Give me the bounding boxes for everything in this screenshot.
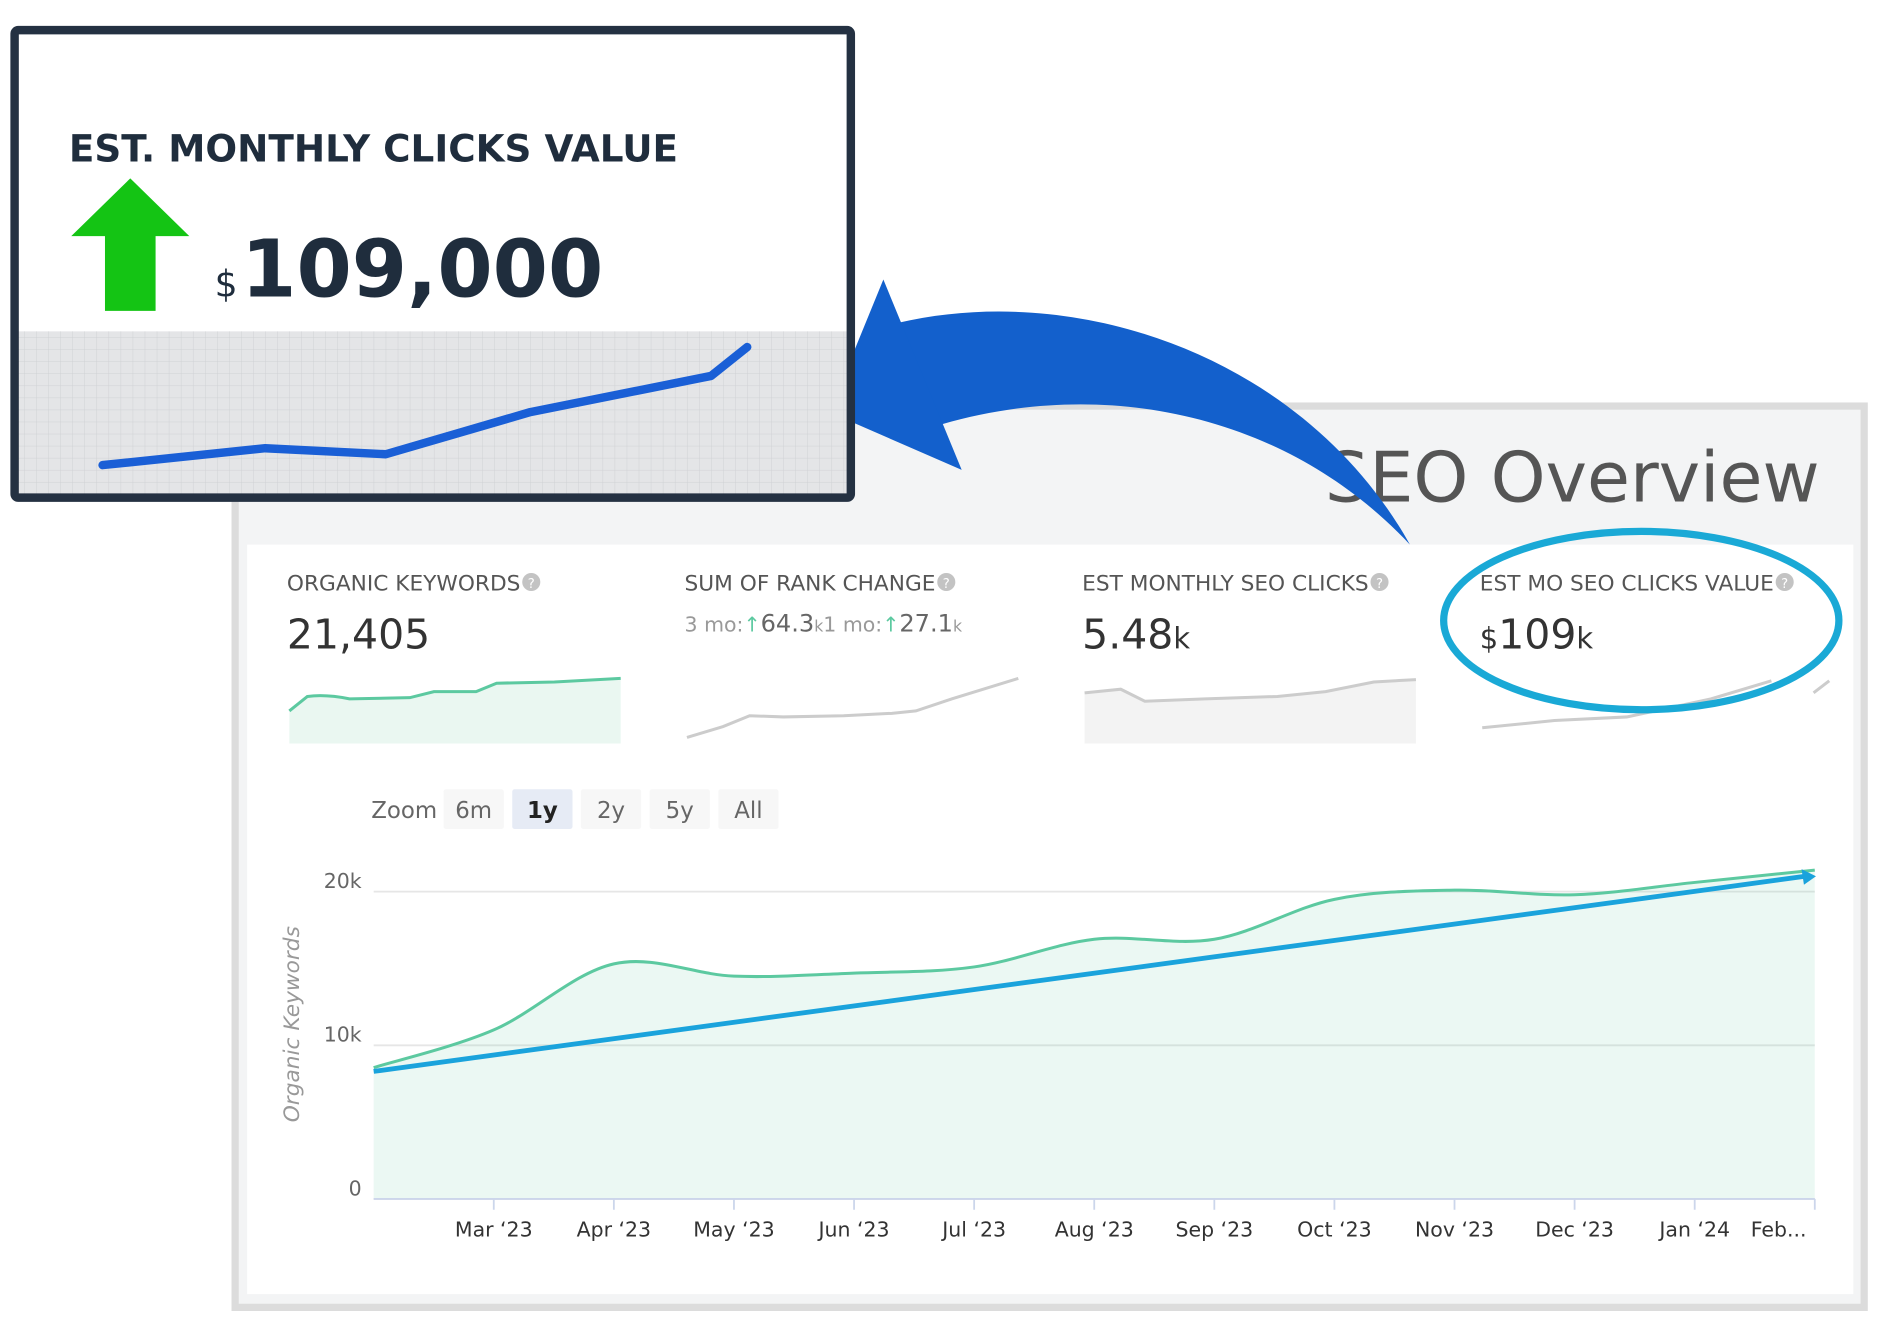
up-arrow	[71, 178, 190, 311]
detail-value: 27.1	[899, 609, 953, 637]
zoom-option: 5y	[666, 798, 694, 824]
callout-value: 109,000	[241, 222, 603, 315]
highlight-ellipse	[1440, 527, 1843, 714]
metric-details: 3 mo:↑64.3k1 mo:↑27.1k	[685, 609, 963, 637]
x-tick-label: Dec ‘23	[1535, 1217, 1614, 1241]
zoom-option: 6m	[455, 798, 492, 824]
detail-suffix: k	[953, 616, 963, 635]
metric-label: SUM OF RANK CHANGE	[685, 571, 936, 596]
x-tick-label: Jul ‘23	[940, 1217, 1006, 1241]
x-tick-label: Nov ‘23	[1415, 1217, 1494, 1241]
arrow-head	[829, 279, 962, 470]
y-axis-label: Organic Keywords	[280, 926, 305, 1122]
detail-value: 64.3	[761, 609, 815, 637]
x-tick-label: Feb...	[1751, 1217, 1807, 1241]
panel-body	[247, 544, 1854, 1295]
metric-number: 109	[1498, 610, 1576, 658]
zoom-button[interactable]	[443, 789, 504, 829]
x-tick-label: Oct ‘23	[1297, 1217, 1371, 1241]
x-tick-label: Mar ‘23	[455, 1217, 533, 1241]
detail-arrow: ↑	[882, 612, 899, 636]
sparkline	[1084, 678, 1417, 703]
help-icon-glyph: ?	[943, 577, 950, 592]
x-tick-label: Aug ‘23	[1055, 1217, 1134, 1241]
metric-label: EST MO SEO CLICKS VALUE	[1480, 571, 1774, 596]
curved-arrow	[897, 311, 1410, 545]
help-icon	[522, 572, 541, 592]
detail-label: 3 mo:	[685, 612, 744, 636]
callout-prefix: $	[215, 262, 238, 305]
zoom-button[interactable]	[580, 789, 642, 829]
help-icon	[1775, 572, 1794, 592]
zoom-button[interactable]	[718, 789, 779, 829]
metric-suffix: k	[1576, 621, 1593, 655]
sparkline-area	[289, 678, 621, 744]
area	[373, 870, 1815, 1199]
zoom-option: 2y	[597, 798, 625, 824]
detail-suffix: k	[814, 616, 824, 635]
panel-title: SEO Overview	[1325, 437, 1820, 518]
metric-value: 5.48k	[1082, 610, 1190, 658]
zoom-label: Zoom	[371, 798, 437, 824]
help-icon	[937, 572, 956, 592]
callout-frame	[10, 25, 856, 502]
detail-arrow: ↑	[743, 612, 760, 636]
sparkline-area	[1084, 679, 1416, 744]
metrics-row: ORGANIC KEYWORDS ? 21,405 SUM OF RANK CHANG…	[287, 571, 1794, 658]
zoom-button[interactable]	[649, 789, 710, 829]
y-tick-label: 0	[349, 1176, 362, 1200]
help-icon-glyph: ?	[1376, 577, 1383, 592]
line	[373, 868, 1815, 1069]
zoom-option: 1y	[527, 798, 558, 824]
metric-suffix: k	[1173, 621, 1190, 655]
x-tick-label: May ‘23	[693, 1217, 774, 1241]
zoom-option: All	[734, 798, 762, 824]
zoom-bar: Zoom 6m 1y 2y 5y All	[371, 789, 779, 829]
x-tick-label: Apr ‘23	[577, 1217, 651, 1241]
metric-prefix: $	[1480, 621, 1498, 655]
trend-arrowhead	[1801, 869, 1816, 885]
callout-title: EST. MONTHLY CLICKS VALUE	[69, 126, 678, 170]
x-tick-label: Jan ‘24	[1657, 1217, 1730, 1241]
sparkline	[288, 676, 621, 713]
chart: 0 10k 20k Organic Keywords Mar ‘23 Apr ‘23 May…	[280, 868, 1816, 1241]
help-icon-glyph: ?	[1781, 577, 1788, 592]
y-tick-label: 10k	[324, 1023, 362, 1047]
metric-value: 21,405	[287, 610, 430, 658]
detail-label: 1 mo:	[823, 612, 882, 636]
y-tick-label: 20k	[324, 869, 362, 893]
metric-label: ORGANIC KEYWORDS	[287, 571, 521, 596]
x-tick-label: Sep ‘23	[1176, 1217, 1254, 1241]
sparkline	[1482, 679, 1831, 730]
trend-line	[373, 873, 1806, 1074]
metric-label: EST MONTHLY SEO CLICKS	[1082, 571, 1369, 596]
callout-sparkline	[98, 342, 752, 470]
help-icon	[1370, 572, 1389, 592]
metric-number: 21,405	[287, 610, 430, 658]
x-tick-label: Jun ‘23	[817, 1217, 890, 1241]
metric-value: $109k	[1480, 610, 1594, 658]
help-icon-glyph: ?	[528, 577, 535, 592]
sparkline	[686, 676, 1019, 739]
callout-grid	[17, 331, 849, 496]
metric-number: 5.48	[1082, 610, 1173, 658]
zoom-button[interactable]	[512, 789, 573, 829]
